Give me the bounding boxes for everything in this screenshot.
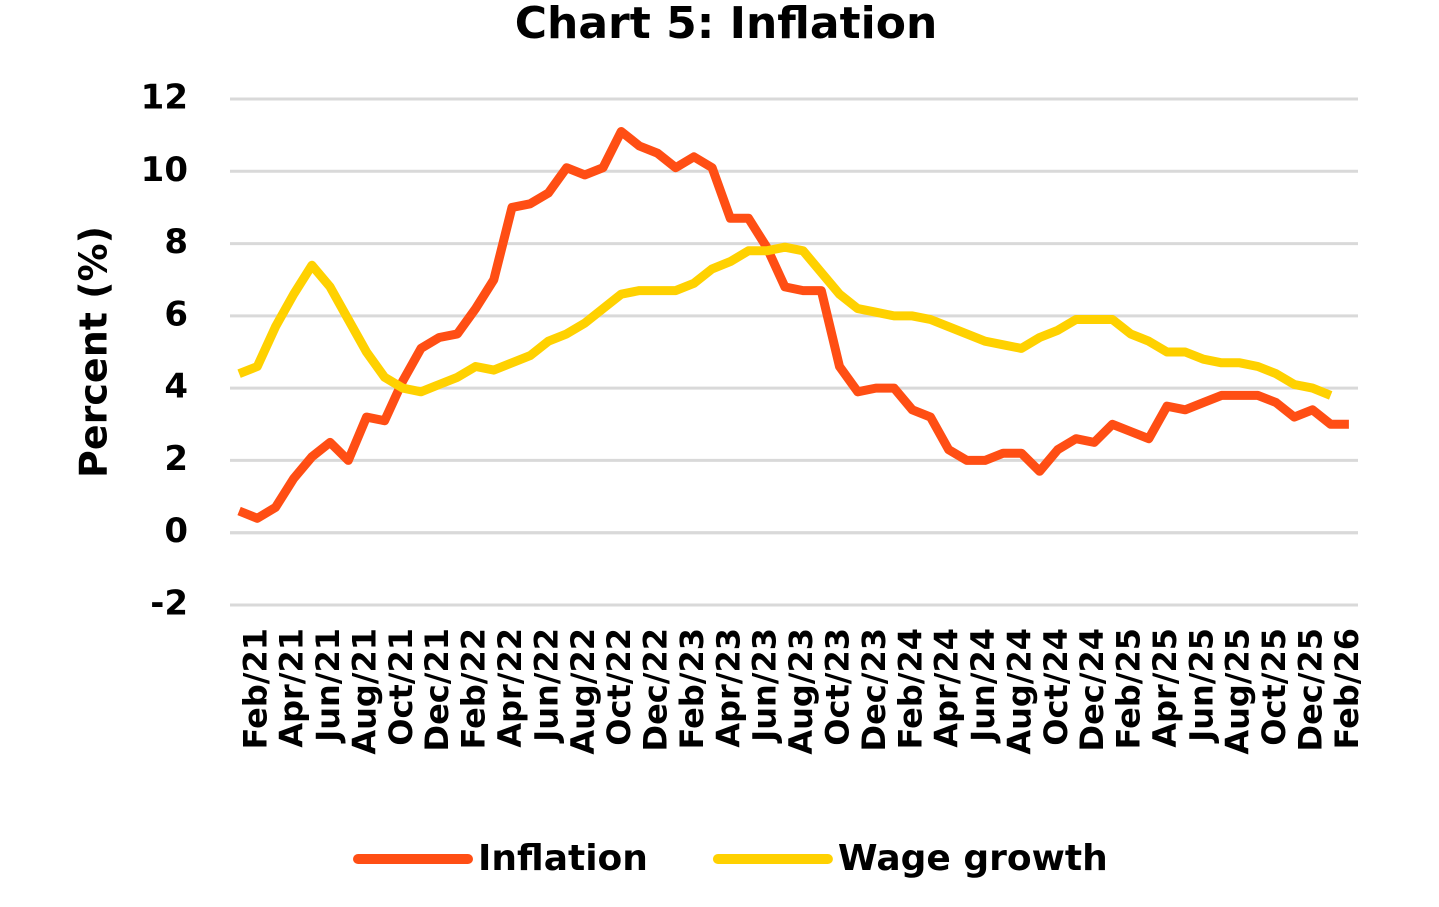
x-tick-label: Oct/24 xyxy=(1037,628,1075,746)
x-tick-label: Apr/25 xyxy=(1146,628,1184,748)
x-tick-label: Jun/23 xyxy=(746,628,784,744)
x-tick-label: Jun/22 xyxy=(527,628,565,744)
x-tick-label: Apr/23 xyxy=(709,628,747,748)
y-tick-label: 8 xyxy=(164,222,188,262)
y-tick-label: 6 xyxy=(164,294,188,334)
x-tick-label: Apr/24 xyxy=(928,628,966,748)
series-line xyxy=(237,127,1349,523)
x-tick-label: Oct/23 xyxy=(818,628,856,746)
x-tick-label: Oct/21 xyxy=(382,628,420,746)
x-tick-label: Dec/21 xyxy=(418,628,456,751)
chart-title: Chart 5: Inflation xyxy=(515,0,938,49)
y-tick-label: -2 xyxy=(150,584,188,624)
x-tick-label: Jun/21 xyxy=(309,628,347,744)
x-tick-label: Aug/24 xyxy=(1000,628,1038,755)
x-tick-label: Apr/21 xyxy=(273,628,311,748)
y-tick-label: 0 xyxy=(164,511,188,551)
y-tick-label: 4 xyxy=(164,367,188,407)
x-tick-label: Apr/22 xyxy=(491,628,529,748)
x-tick-label: Dec/23 xyxy=(855,628,893,751)
x-tick-label: Feb/21 xyxy=(236,628,274,749)
legend-label: Inflation xyxy=(478,838,648,879)
x-tick-label: Dec/24 xyxy=(1073,628,1111,751)
x-tick-label: Aug/25 xyxy=(1219,628,1257,755)
series-line xyxy=(237,242,1333,400)
y-tick-label: 10 xyxy=(141,150,188,190)
x-tick-label: Feb/22 xyxy=(455,628,493,749)
x-tick-label: Aug/21 xyxy=(345,628,383,755)
legend-label: Wage growth xyxy=(838,838,1108,879)
x-tick-label: Feb/25 xyxy=(1110,628,1148,749)
x-tick-label: Jun/24 xyxy=(964,628,1002,744)
y-axis-title: Percent (%) xyxy=(72,226,116,478)
x-tick-label: Jun/25 xyxy=(1182,628,1220,744)
x-tick-label: Feb/23 xyxy=(673,628,711,749)
x-tick-label: Aug/23 xyxy=(782,628,820,755)
x-tick-label: Oct/25 xyxy=(1255,628,1293,746)
x-tick-label: Feb/26 xyxy=(1328,628,1366,749)
x-tick-label: Feb/24 xyxy=(891,628,929,749)
x-tick-label: Aug/22 xyxy=(564,628,602,755)
y-tick-label: 12 xyxy=(141,78,188,118)
y-tick-label: 2 xyxy=(164,439,188,479)
x-tick-label: Oct/22 xyxy=(600,628,638,746)
x-tick-label: Dec/25 xyxy=(1292,628,1330,751)
x-tick-label: Dec/22 xyxy=(637,628,675,751)
